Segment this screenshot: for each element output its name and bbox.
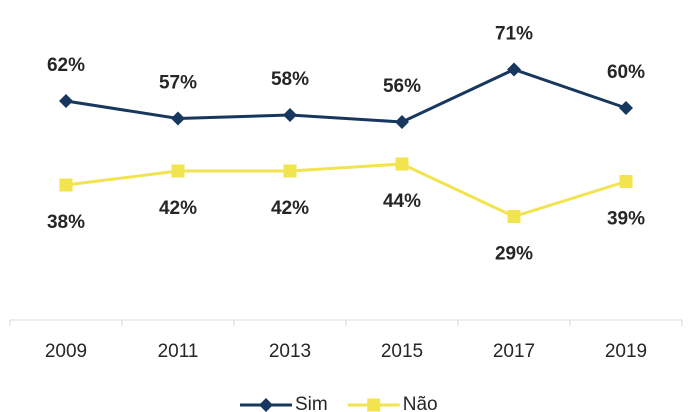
point (507, 62, 521, 77)
point (619, 101, 633, 115)
value-label: 29% (495, 244, 533, 265)
x-tick-label: 2009 (45, 341, 87, 362)
legend-label: Sim (295, 394, 328, 412)
point (619, 175, 633, 188)
value-label: 62% (47, 55, 85, 76)
value-label: 38% (47, 212, 85, 233)
series-line (65, 67, 627, 124)
x-tick-label: 2011 (158, 341, 199, 362)
x-tick-label: 2017 (493, 341, 535, 362)
point (171, 111, 185, 126)
legend-marker (367, 398, 381, 412)
point (171, 164, 185, 178)
point (59, 94, 73, 108)
point (283, 108, 297, 122)
series-line (65, 162, 627, 219)
point (395, 157, 409, 171)
x-tick-label: 2013 (269, 341, 311, 362)
legend-label: Não (403, 394, 438, 412)
value-label: 42% (271, 198, 309, 219)
x-tick-label: 2015 (381, 341, 423, 362)
legend-marker (259, 398, 273, 412)
point (395, 115, 409, 129)
value-label: 58% (271, 69, 309, 90)
value-label: 44% (383, 191, 421, 212)
value-label: 60% (607, 62, 645, 83)
value-label: 71% (495, 24, 533, 45)
point (283, 164, 297, 178)
value-label: 39% (607, 209, 645, 230)
point (507, 210, 521, 223)
point (59, 178, 73, 192)
value-label: 42% (159, 198, 197, 219)
x-tick-label: 2019 (605, 341, 647, 362)
value-label: 57% (159, 73, 197, 94)
value-label: 56% (383, 76, 421, 97)
